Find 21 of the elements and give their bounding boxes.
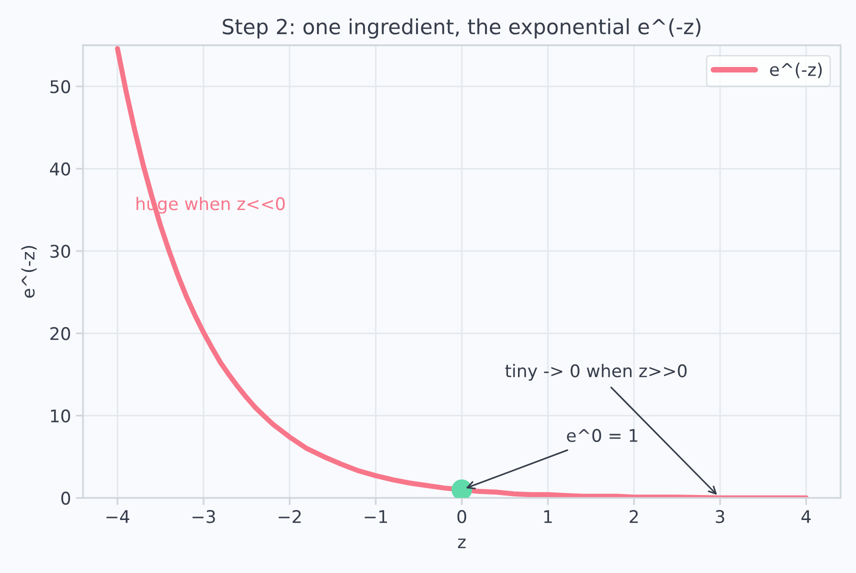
y-tick-label: 20 — [50, 327, 70, 340]
chart-title: Step 2: one ingredient, the exponential e^(-z) — [222, 18, 700, 38]
annotation: e^0 = 1 — [566, 428, 638, 442]
x-tick-label: −1 — [364, 510, 387, 523]
x-tick-label: −4 — [106, 510, 130, 523]
x-tick-label: 2 — [630, 510, 638, 523]
y-tick-label: 10 — [51, 409, 70, 422]
y-axis-title: e^(-z) — [21, 246, 37, 298]
x-tick-label: −3 — [192, 510, 215, 524]
y-tick-label: 0 — [61, 492, 70, 505]
x-tick-label: 0 — [457, 510, 466, 524]
x-tick-label: 4 — [801, 510, 811, 523]
x-tick-label: 1 — [544, 510, 552, 523]
y-tick-label: 40 — [50, 162, 70, 176]
x-tick-label: −2 — [278, 510, 301, 523]
x-tick-label: 3 — [716, 510, 724, 524]
legend-label: e^(-z) — [770, 62, 822, 78]
y-tick-label: 50 — [50, 80, 70, 94]
y-tick-label: 30 — [50, 244, 70, 258]
x-axis-title: z — [458, 538, 466, 548]
annotation: tiny -> 0 when z>>0 — [505, 364, 687, 381]
